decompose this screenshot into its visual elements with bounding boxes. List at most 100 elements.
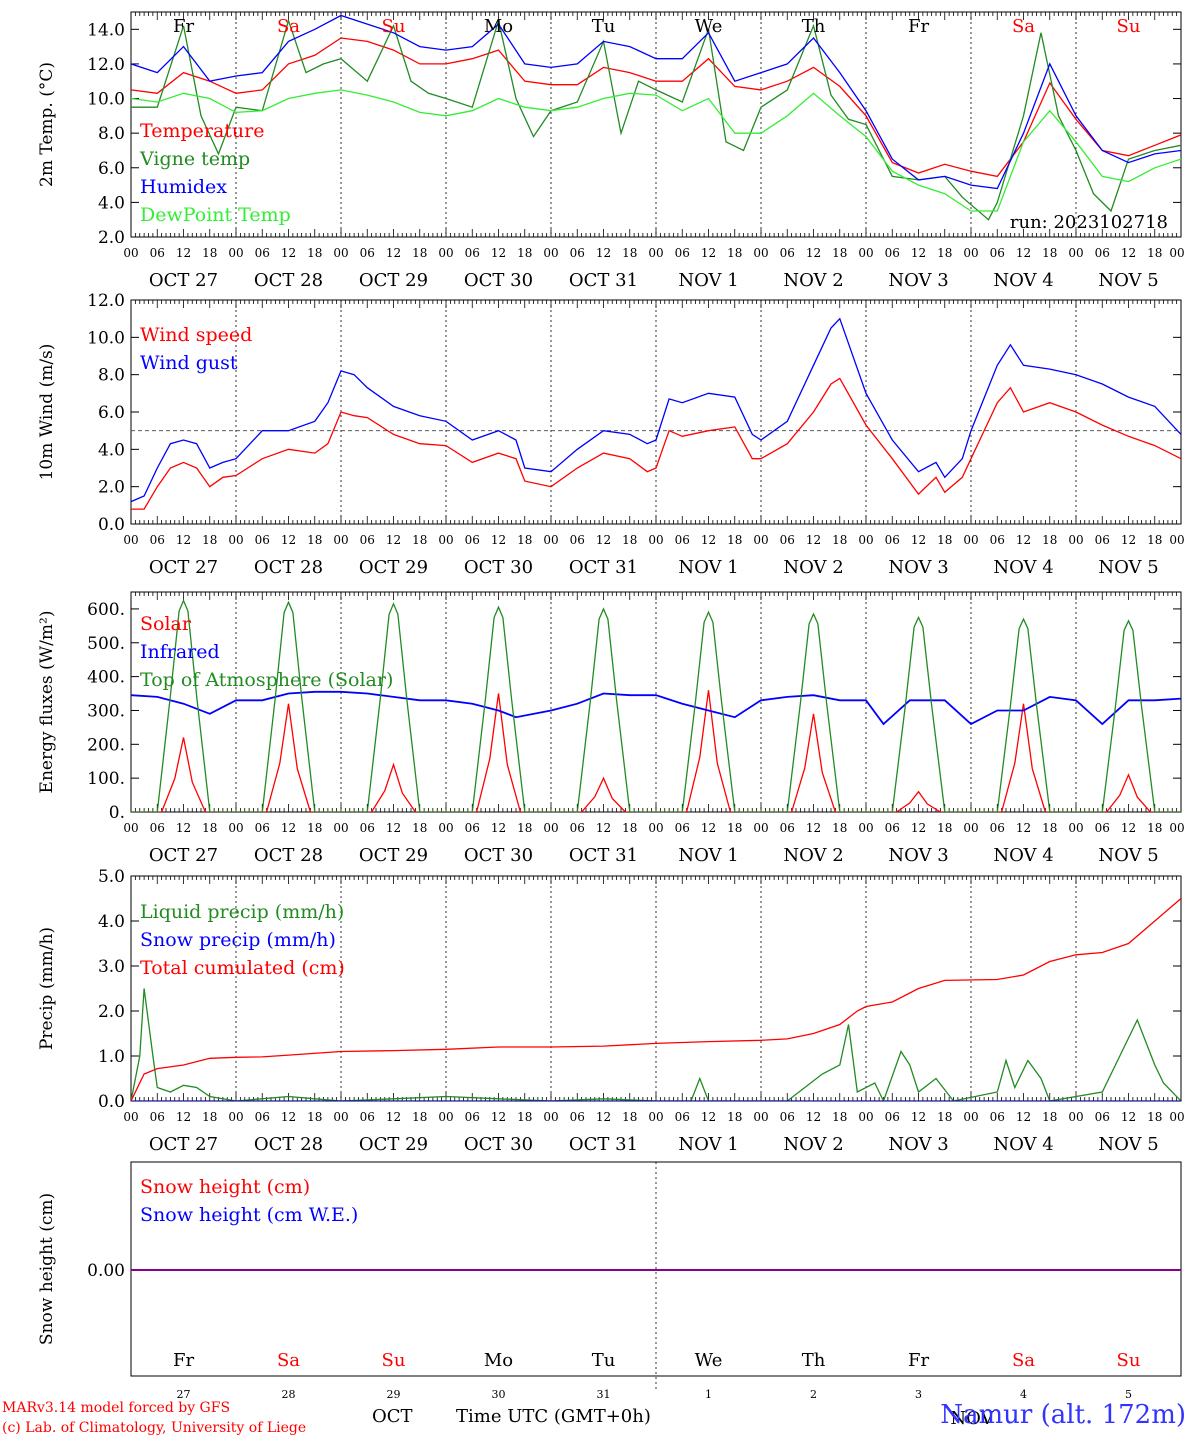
weekday-label: Mo: [484, 1350, 513, 1371]
date-label: NOV 4: [993, 845, 1053, 866]
series-line-top-of-atmosphere-solar-: [131, 598, 1181, 812]
hour-tick-label: 12: [1016, 533, 1031, 547]
hour-tick-label: 18: [517, 1110, 532, 1124]
day-number-label: 5: [1125, 1388, 1132, 1401]
date-label: OCT 31: [569, 845, 638, 866]
date-label: NOV 1: [678, 845, 738, 866]
weekday-label: Su: [1117, 16, 1141, 37]
hour-tick-label: 00: [228, 1110, 243, 1124]
panel-3: 00 06 12 18 OCT 27 00 06 12 18 OCT 28 00 06 12 18 OCT …: [37, 591, 1185, 866]
hour-tick-label: 06: [570, 821, 585, 835]
hour-tick-label: 18: [202, 533, 217, 547]
hour-tick-label: 06: [675, 821, 690, 835]
hour-tick-label: 12: [281, 1110, 296, 1124]
hour-tick-label: 18: [202, 821, 217, 835]
hour-tick-label: 00: [963, 533, 978, 547]
hour-tick-label: 06: [780, 533, 795, 547]
hour-tick-label: 12: [281, 821, 296, 835]
legend-entry: Wind speed: [140, 324, 252, 346]
hour-tick-label: 12: [386, 821, 401, 835]
date-label: NOV 5: [1098, 1134, 1158, 1155]
hour-tick-label: 06: [150, 821, 165, 835]
hour-tick-label: 12: [806, 1110, 821, 1124]
hour-tick-label: 00: [333, 533, 348, 547]
date-label: NOV 4: [993, 1134, 1053, 1155]
hour-tick-label: 18: [1042, 533, 1057, 547]
hour-tick-label: 18: [412, 821, 427, 835]
weekday-label: Sa: [277, 1350, 300, 1371]
y-tick-label: 400.: [87, 668, 125, 688]
hour-tick-label: 00: [123, 821, 138, 835]
hour-tick-label: 12: [806, 821, 821, 835]
hour-tick-label: 18: [412, 1110, 427, 1124]
date-label: NOV 2: [783, 1134, 843, 1155]
hour-tick-label: 18: [517, 533, 532, 547]
hour-tick-label: 18: [832, 1110, 847, 1124]
hour-tick-label: 18: [937, 246, 952, 260]
hour-tick-label: 00: [963, 1110, 978, 1124]
series-line-dewpoint-temp: [131, 89, 1181, 212]
hour-tick-label: 12: [1121, 533, 1136, 547]
hour-tick-label: 12: [176, 821, 191, 835]
hour-tick-label: 12: [386, 533, 401, 547]
hour-tick-label: 12: [806, 246, 821, 260]
model-credit: MARv3.14 model forced by GFS: [2, 1400, 231, 1416]
y-tick-label: 0.0: [98, 1092, 125, 1112]
weekday-label: Sa: [1012, 1350, 1035, 1371]
y-tick-label: 300.: [87, 701, 125, 721]
hour-tick-label: 12: [176, 533, 191, 547]
hour-tick-label: 00: [438, 533, 453, 547]
hour-tick-label: 00: [753, 821, 768, 835]
y-tick-label: 6.0: [98, 159, 125, 179]
y-axis-label: 2m Temp. (°C): [37, 62, 57, 187]
hour-tick-label: 00: [123, 533, 138, 547]
hour-tick-label: 00: [1068, 533, 1083, 547]
hour-tick-label: 06: [1095, 246, 1110, 260]
hour-tick-label: 00: [543, 821, 558, 835]
date-label: OCT 30: [464, 557, 533, 578]
date-label: OCT 31: [569, 557, 638, 578]
weekday-label: Mo: [484, 16, 513, 37]
hour-tick-label: 18: [1042, 821, 1057, 835]
hour-tick-label: 06: [255, 533, 270, 547]
day-number-label: 2: [810, 1388, 817, 1401]
hour-tick-label: 06: [990, 821, 1005, 835]
hour-tick-label: 06: [465, 246, 480, 260]
hour-tick-label: 12: [911, 533, 926, 547]
series-line-wind-gust: [131, 317, 1181, 503]
hour-tick-label: 18: [307, 533, 322, 547]
hour-tick-label: 00: [543, 1110, 558, 1124]
legend-entry: Temperature: [140, 120, 264, 142]
hour-tick-label: 18: [727, 821, 742, 835]
y-tick-label: 5.0: [98, 867, 125, 887]
y-tick-label: 0.: [109, 803, 125, 823]
date-label: NOV 3: [888, 1134, 948, 1155]
date-label: NOV 1: [678, 270, 738, 291]
hour-tick-label: 00: [228, 821, 243, 835]
hour-tick-label: 06: [570, 1110, 585, 1124]
y-tick-label: 100.: [87, 769, 125, 789]
hour-tick-label: 18: [412, 533, 427, 547]
date-label: NOV 2: [783, 270, 843, 291]
day-number-label: 31: [597, 1388, 611, 1401]
hour-tick-label: 06: [255, 1110, 270, 1124]
hour-tick-label: 12: [176, 246, 191, 260]
hour-tick-label: 00: [1068, 1110, 1083, 1124]
hour-tick-label: 06: [570, 246, 585, 260]
hour-tick-label: 12: [596, 246, 611, 260]
hour-tick-label: 12: [701, 821, 716, 835]
hour-tick-label: 00: [1169, 533, 1184, 547]
date-label: OCT 29: [359, 1134, 428, 1155]
hour-tick-label: 06: [465, 821, 480, 835]
y-axis-label: Precip (mm/h): [37, 927, 57, 1050]
date-label: NOV 5: [1098, 270, 1158, 291]
hour-tick-label: 06: [675, 533, 690, 547]
date-label: OCT 30: [464, 845, 533, 866]
hour-tick-label: 06: [780, 246, 795, 260]
date-label: NOV 3: [888, 557, 948, 578]
date-label: OCT 28: [254, 1134, 323, 1155]
hour-tick-label: 00: [858, 533, 873, 547]
hour-tick-label: 12: [596, 1110, 611, 1124]
date-label: OCT 27: [149, 845, 218, 866]
